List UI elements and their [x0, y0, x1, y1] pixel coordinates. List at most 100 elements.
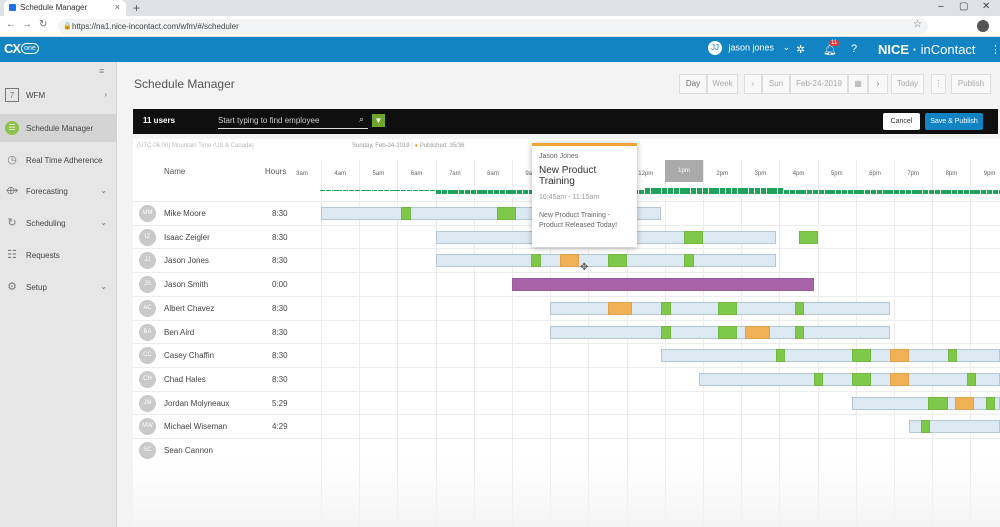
meeting-segment[interactable] — [890, 349, 910, 363]
break-segment[interactable] — [718, 325, 738, 339]
employee-name[interactable]: Jason Smith — [164, 280, 209, 290]
break-segment[interactable] — [798, 230, 818, 244]
break-segment[interactable] — [852, 349, 872, 363]
employee-hours: 4:29 — [272, 422, 288, 432]
search-icon[interactable]: ⌕ — [358, 114, 364, 124]
coverage-cell — [865, 190, 871, 194]
break-segment[interactable] — [775, 349, 786, 363]
browser-tab[interactable]: Schedule Manager × — [4, 0, 126, 16]
prev-day-button[interactable]: ‹ — [744, 74, 762, 94]
cancel-button[interactable]: Cancel — [883, 113, 920, 130]
shift-bar[interactable] — [909, 420, 1000, 434]
back-icon[interactable]: ← — [6, 19, 16, 30]
break-segment[interactable] — [852, 372, 872, 386]
hour-label: 5am — [372, 171, 385, 177]
user-menu[interactable]: JJ jason jones ⌄ — [708, 41, 790, 55]
break-segment[interactable] — [920, 420, 931, 434]
break-segment[interactable] — [813, 372, 824, 386]
publish-button[interactable]: Publish — [951, 74, 991, 94]
reload-icon[interactable]: ↻ — [39, 19, 48, 30]
coverage-cell — [407, 190, 412, 194]
meeting-segment[interactable] — [890, 372, 910, 386]
break-segment[interactable] — [794, 325, 805, 339]
sidebar-toggle-icon[interactable]: ≡ — [99, 66, 105, 76]
move-cursor-icon: ✥ — [580, 262, 589, 273]
break-segment[interactable] — [718, 301, 738, 315]
date-field[interactable]: Feb-24-2019 — [790, 74, 848, 94]
meeting-segment[interactable] — [559, 254, 579, 268]
forecast-icon: ⟴ — [5, 185, 19, 197]
employee-search-input[interactable]: Start typing to find employee ⌕ — [218, 113, 368, 129]
sidebar-item-wfm[interactable]: 7 WFM › — [0, 81, 117, 109]
next-day-button[interactable]: › — [868, 74, 888, 94]
break-segment[interactable] — [684, 254, 694, 268]
employee-name[interactable]: Michael Wiseman — [164, 422, 228, 432]
more-options-icon[interactable]: ⋮ — [931, 74, 946, 94]
shift-bar[interactable] — [852, 396, 1000, 410]
employee-name[interactable]: Isaac Zeigler — [164, 232, 210, 242]
coverage-cell — [731, 188, 737, 194]
maximize-icon[interactable]: ▢ — [959, 1, 969, 12]
meeting-segment[interactable] — [607, 301, 633, 315]
sidebar-item-real-time-adherence[interactable]: ◷ Real Time Adherence — [0, 146, 117, 174]
employee-name[interactable]: Jordan Molyneaux — [164, 398, 230, 408]
bell-icon[interactable]: 🔔︎ — [823, 44, 837, 56]
meeting-segment[interactable] — [955, 396, 975, 410]
bookmark-star-icon[interactable]: ☆ — [913, 19, 922, 30]
break-segment[interactable] — [684, 230, 704, 244]
break-segment[interactable] — [607, 254, 627, 268]
break-segment[interactable] — [794, 301, 805, 315]
minimize-icon[interactable]: – — [938, 1, 944, 12]
profile-avatar[interactable] — [977, 20, 989, 32]
more-icon[interactable]: ⋮ — [990, 44, 1000, 56]
break-segment[interactable] — [985, 396, 996, 410]
help-icon[interactable]: ? — [851, 43, 858, 55]
close-window-icon[interactable]: ✕ — [982, 1, 991, 12]
employee-name[interactable]: Albert Chavez — [164, 303, 215, 313]
sidebar-item-forecasting[interactable]: ⟴ Forecasting ⌄ — [0, 177, 117, 205]
shift-bar[interactable] — [661, 349, 1000, 363]
break-segment[interactable] — [661, 325, 671, 339]
calendar-picker-icon[interactable]: ▦ — [848, 74, 868, 94]
view-week-button[interactable]: Week — [707, 74, 738, 94]
view-day-button[interactable]: Day — [679, 74, 707, 94]
page-title: Schedule Manager — [134, 77, 235, 91]
new-tab-button[interactable]: + — [133, 1, 141, 15]
sidebar-item-requests[interactable]: ☷ Requests — [0, 241, 117, 269]
sidebar-item-setup[interactable]: ⚙ Setup ⌄ — [0, 273, 117, 301]
shift-bar[interactable] — [435, 254, 776, 268]
employee-name[interactable]: Casey Chaffin — [164, 351, 215, 361]
break-segment[interactable] — [401, 207, 411, 220]
coverage-cell — [859, 190, 865, 194]
url-field[interactable]: 🔒 https://na1.nice-incontact.com/wfm/#/s… — [58, 19, 928, 34]
employee-name[interactable]: Jason Jones — [164, 256, 209, 266]
filter-button[interactable]: ▼ — [372, 114, 385, 127]
today-button[interactable]: Today — [891, 74, 924, 94]
coverage-cell — [807, 190, 813, 194]
timezone-select[interactable]: (UTC-06:00) Mountain Time (US & Canada) — [137, 143, 254, 149]
column-hours-header[interactable]: Hours — [265, 167, 287, 176]
meeting-segment[interactable] — [745, 325, 770, 339]
break-segment[interactable] — [966, 372, 977, 386]
sidebar-item-scheduling[interactable]: ↻ Scheduling ⌄ — [0, 209, 117, 237]
row-divider — [133, 414, 1000, 416]
time-off-segment[interactable] — [512, 278, 814, 292]
column-name-header[interactable]: Name — [164, 167, 186, 176]
break-segment[interactable] — [496, 207, 516, 220]
forward-icon[interactable]: → — [22, 19, 32, 30]
employee-name[interactable]: Sean Cannon — [164, 446, 213, 455]
coverage-cell — [714, 188, 720, 194]
close-tab-icon[interactable]: × — [114, 2, 120, 12]
employee-name[interactable]: Chad Hales — [164, 374, 206, 384]
break-segment[interactable] — [947, 349, 958, 363]
apps-icon[interactable]: ✲ — [796, 44, 806, 56]
employee-name[interactable]: Mike Moore — [164, 209, 206, 218]
employee-name[interactable]: Ben Aird — [164, 327, 195, 337]
break-segment[interactable] — [531, 254, 541, 268]
break-segment[interactable] — [661, 301, 671, 315]
sidebar-item-schedule-manager[interactable]: ☰ Schedule Manager — [0, 114, 117, 142]
shift-bar[interactable] — [699, 372, 1000, 386]
save-publish-button[interactable]: Save & Publish — [925, 113, 983, 130]
break-segment[interactable] — [928, 396, 948, 410]
coverage-cell — [697, 188, 702, 194]
